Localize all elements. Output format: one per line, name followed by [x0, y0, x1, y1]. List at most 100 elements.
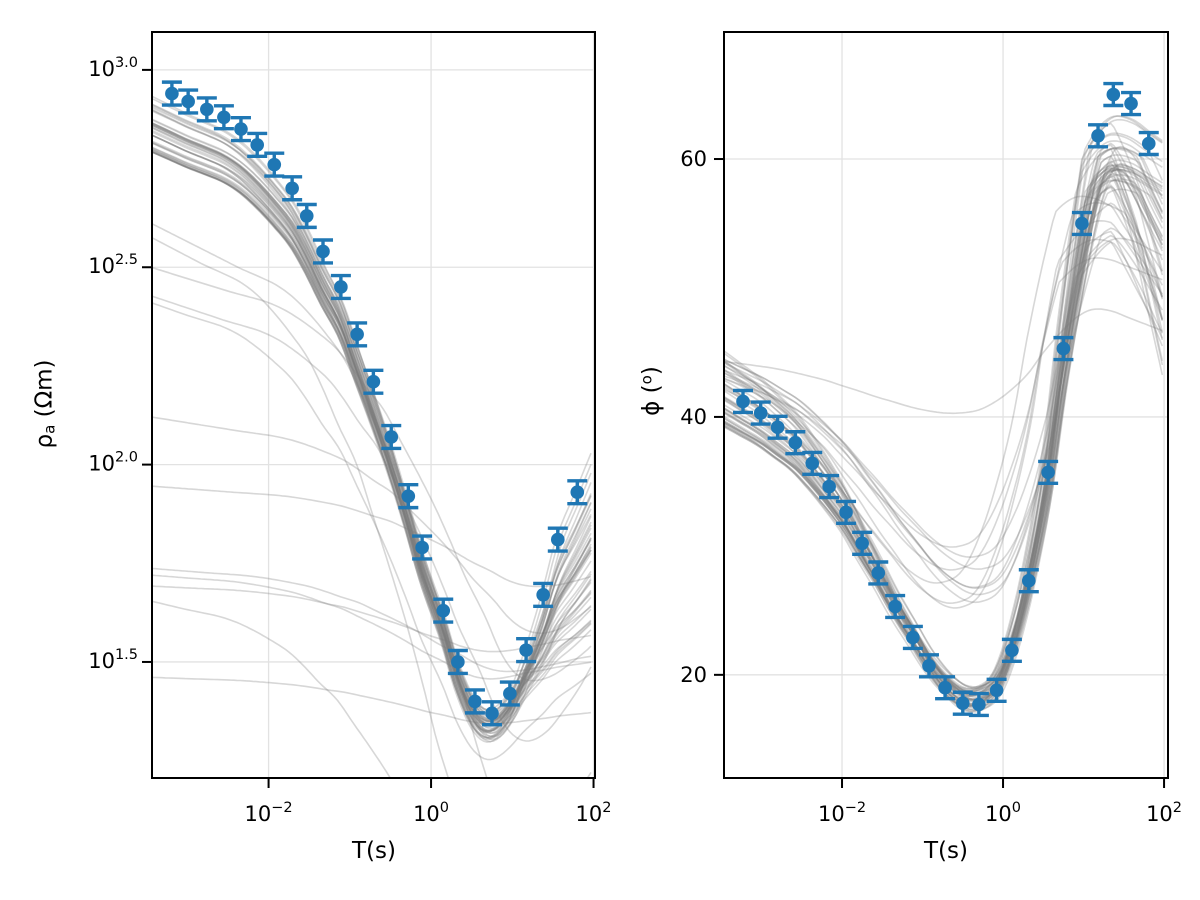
- data-point-marker: [839, 505, 853, 520]
- x-tick-label: 102: [1146, 800, 1182, 826]
- ensemble-line: [152, 151, 592, 732]
- data-point-marker: [536, 588, 550, 602]
- ensemble-line: [152, 110, 592, 715]
- ensemble-line: [724, 257, 1163, 548]
- data-point-marker: [217, 110, 231, 125]
- ensemble-line: [152, 567, 592, 673]
- ensemble-line: [724, 238, 1164, 571]
- ensemble-line: [724, 220, 1163, 609]
- phase-panel-ensemble-lines: [724, 115, 1164, 713]
- apparent-resistivity-panel: 10−2 100 102 103.0 102.5 102.0 101.5: [88, 31, 612, 826]
- apparent-resistivity-panel-tick-labels: 10−2 100 102 103.0 102.5 102.0 101.5: [88, 55, 611, 826]
- data-point-marker: [753, 406, 768, 420]
- ensemble-line: [152, 585, 592, 653]
- data-point-marker: [200, 102, 214, 117]
- data-point-marker: [250, 138, 265, 152]
- data-point-marker: [1075, 216, 1089, 231]
- ensemble-line: [152, 295, 592, 742]
- ensemble-line: [152, 134, 592, 734]
- ensemble-line: [724, 173, 1164, 693]
- ensemble-line: [724, 155, 1164, 695]
- data-point-marker: [989, 683, 1004, 698]
- ensemble-line: [724, 241, 1164, 596]
- ensemble-line: [152, 134, 592, 734]
- data-point-marker: [468, 694, 482, 709]
- data-point-marker: [384, 430, 399, 444]
- apparent-resistivity-panel-grid: [152, 32, 595, 778]
- x-tick-label: 102: [576, 800, 612, 826]
- data-point-marker: [1106, 87, 1121, 102]
- apparent-resistivity-panel-ensemble-lines: [152, 95, 592, 778]
- ensemble-line: [152, 146, 592, 715]
- apparent-resistivity-panel-data-series: [161, 80, 588, 727]
- ensemble-line: [152, 140, 592, 718]
- data-point-marker: [955, 696, 970, 711]
- ensemble-line: [152, 124, 592, 732]
- data-point-marker: [1124, 96, 1138, 111]
- data-point-marker: [285, 181, 299, 196]
- rho-symbol: ρ: [31, 433, 58, 449]
- ensemble-line: [152, 149, 592, 743]
- ensemble-line: [724, 175, 1164, 698]
- phi-close-paren: ): [638, 366, 665, 376]
- ensemble-line: [152, 266, 592, 682]
- x-tick-label: 100: [413, 800, 449, 826]
- data-point-marker: [922, 659, 936, 673]
- data-point-marker: [736, 394, 750, 409]
- y-tick-label: 103.0: [88, 55, 138, 81]
- ensemble-line: [724, 163, 1163, 697]
- ensemble-line: [152, 600, 392, 778]
- x-tick-label: 100: [985, 800, 1021, 826]
- ensemble-line: [152, 122, 592, 720]
- data-point-marker: [451, 655, 465, 669]
- ensemble-line: [152, 134, 592, 743]
- data-point-marker: [1091, 129, 1105, 143]
- ensemble-line: [724, 142, 1164, 701]
- data-point-marker: [436, 603, 451, 618]
- ensemble-line: [152, 151, 592, 722]
- y-tick-label: 20: [680, 663, 707, 687]
- y-tick-label: 40: [680, 405, 707, 429]
- ensemble-line: [724, 145, 1164, 695]
- ensemble-line: [152, 676, 592, 725]
- phase-panel-data-series: [732, 81, 1159, 718]
- x-tick-label: 10−2: [818, 800, 866, 826]
- data-point-marker: [299, 209, 314, 223]
- data-point-marker: [316, 244, 330, 259]
- data-point-marker: [267, 157, 282, 172]
- data-point-marker: [570, 485, 585, 500]
- data-point-marker: [503, 686, 517, 701]
- data-point-marker: [1041, 465, 1055, 480]
- data-point-marker: [938, 680, 952, 695]
- ensemble-line: [152, 148, 592, 739]
- ensemble-line: [152, 126, 592, 733]
- left-x-axis-label: T(s): [352, 838, 396, 864]
- ensemble-line: [724, 202, 1164, 604]
- ensemble-line: [152, 131, 592, 728]
- ensemble-line: [724, 195, 1163, 584]
- ensemble-line: [152, 147, 592, 727]
- data-point-marker: [366, 374, 381, 389]
- ensemble-line: [152, 129, 592, 725]
- ensemble-line: [724, 234, 1163, 589]
- phi-symbol: ϕ (: [638, 384, 665, 416]
- right-x-axis-label: T(s): [924, 838, 968, 864]
- rho-subscript: a: [40, 424, 59, 434]
- ensemble-line: [724, 230, 1164, 558]
- ensemble-line: [724, 227, 1164, 570]
- data-point-marker: [1022, 573, 1036, 588]
- ensemble-line: [152, 302, 592, 761]
- ensemble-line: [724, 188, 1164, 688]
- data-point-marker: [350, 327, 364, 342]
- ensemble-line: [152, 151, 592, 726]
- data-point-marker: [906, 630, 920, 645]
- ensemble-line: [724, 163, 1164, 701]
- phase-panel: 10−2 100 102 60 40 20: [680, 31, 1182, 826]
- data-point-marker: [788, 435, 803, 450]
- data-point-marker: [871, 566, 886, 580]
- y-tick-label: 60: [680, 147, 707, 171]
- data-point-marker: [165, 86, 179, 101]
- ensemble-line: [152, 142, 592, 723]
- ensemble-line: [152, 141, 592, 711]
